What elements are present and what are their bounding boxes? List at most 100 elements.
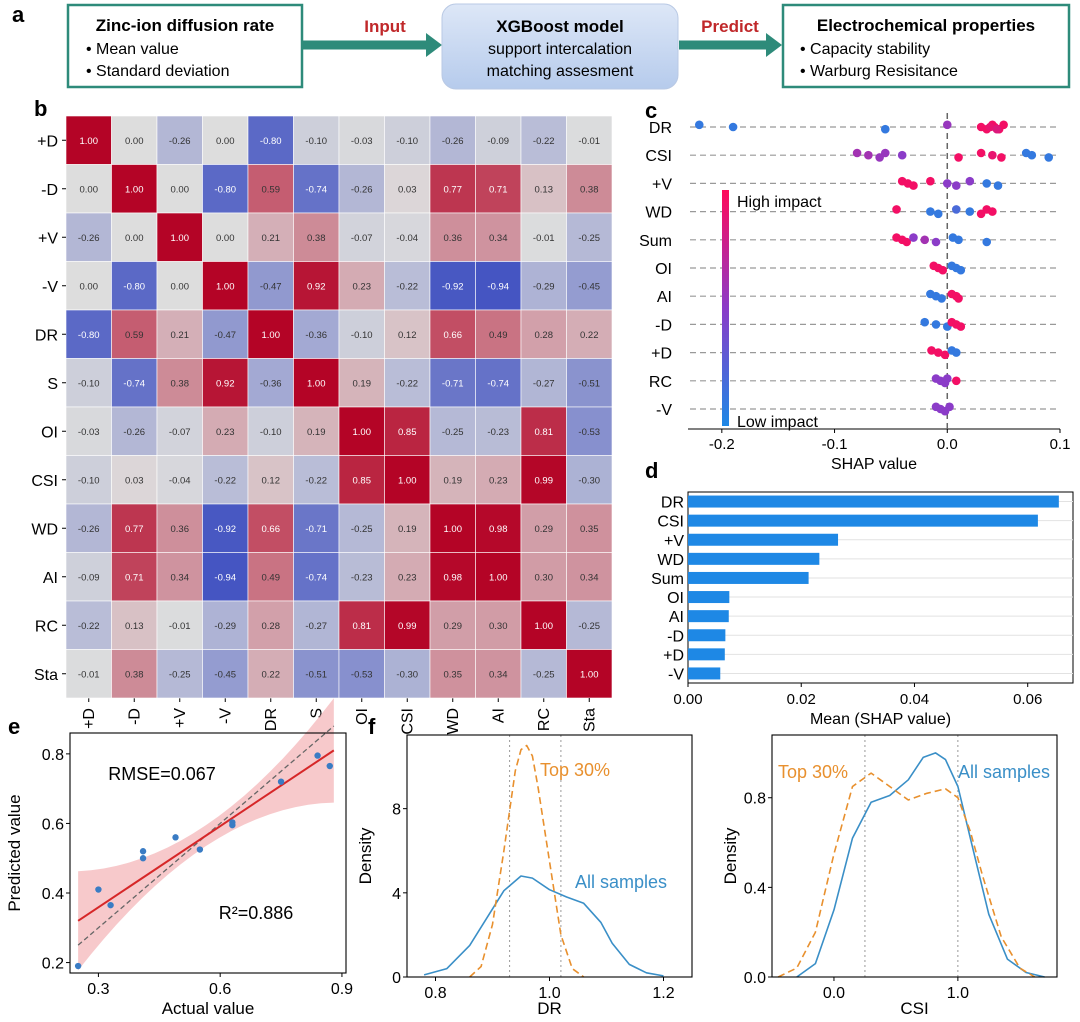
- shap-point: [954, 153, 963, 162]
- rmse-annotation: RMSE=0.067: [108, 764, 216, 784]
- heatmap-cell-value: -0.92: [214, 524, 236, 535]
- heatmap-cell-value: -0.07: [351, 233, 373, 244]
- all-samples-series-label: All samples: [575, 872, 667, 892]
- bar-category-label: CSI: [657, 514, 684, 531]
- data-point: [196, 846, 204, 853]
- heatmap-cell-value: 0.00: [216, 233, 235, 244]
- heatmap-cell: [475, 115, 522, 165]
- shap-point: [951, 348, 961, 357]
- heatmap-cell-value: 0.71: [489, 184, 508, 195]
- regression-x-tick-label: 0.3: [87, 981, 109, 998]
- heatmap-cell: [65, 455, 112, 505]
- shap-point: [956, 265, 966, 275]
- panel-label-f: f: [368, 714, 376, 739]
- heatmap-cell-value: -0.30: [396, 669, 418, 680]
- heatmap-cell-value: 0.22: [580, 330, 599, 341]
- heatmap-cell-value: -0.36: [260, 378, 282, 389]
- heatmap-cell-value: 0.13: [125, 621, 144, 632]
- heatmap-cell-value: 0.19: [353, 378, 372, 389]
- heatmap-col-label: +D: [81, 708, 98, 729]
- panel-label-c: c: [645, 98, 657, 123]
- heatmap-cell-value: 0.21: [171, 330, 190, 341]
- heatmap-cell-value: -0.01: [578, 136, 600, 147]
- heatmap-cell-value: -0.74: [487, 378, 509, 389]
- input-arrow-label: Input: [364, 17, 406, 36]
- heatmap-cell: [111, 552, 158, 602]
- density-x-tick-label: 1.0: [947, 985, 969, 1002]
- heatmap-col-label: -V: [217, 708, 234, 724]
- bar-x-tick-label: 0.06: [1013, 691, 1042, 708]
- density-y-tick-label: 4: [392, 886, 401, 903]
- flow-diagram: Zinc-ion diffusion rate • Mean value • S…: [66, 3, 1071, 90]
- density-x-tick-label: 1.2: [652, 985, 674, 1002]
- density-x-tick-label: 0.8: [424, 985, 446, 1002]
- heatmap-cell: [384, 406, 431, 456]
- data-point: [107, 901, 114, 909]
- csi-density-plot: All samples Top 30% 0.0 1.0 0.0 0.4 0.8 CSI Dens…: [721, 734, 1058, 1018]
- bar-category-label: OI: [667, 590, 684, 607]
- heatmap-cell: [429, 358, 476, 408]
- shap-colorbar-low-label: Low impact: [737, 414, 818, 431]
- heatmap-cell-value: 1.00: [262, 330, 281, 341]
- heatmap-cell-value: -0.26: [442, 136, 464, 147]
- density-x-axis-label: DR: [537, 999, 562, 1018]
- regression-y-tick-label: 0.4: [42, 886, 64, 903]
- data-point: [95, 886, 102, 893]
- heatmap-row-label: OI: [41, 424, 58, 441]
- heatmap-cell: [384, 261, 431, 311]
- shap-feature-label: +D: [651, 346, 672, 363]
- heatmap-cell: [247, 261, 294, 311]
- heatmap-cell-value: -0.22: [305, 475, 327, 486]
- shap-point: [920, 235, 930, 245]
- heatmap-cell-value: -0.26: [169, 136, 191, 147]
- heatmap-cell: [156, 164, 203, 214]
- heatmap-cell: [384, 164, 431, 214]
- heatmap-cell-value: -0.27: [305, 621, 327, 632]
- heatmap-cell-value: -0.01: [533, 233, 555, 244]
- heatmap-cell-value: 1.00: [171, 233, 190, 244]
- shap-feature-label: AI: [657, 289, 672, 306]
- shap-point: [951, 205, 961, 214]
- shap-point: [988, 207, 997, 216]
- heatmap-cell: [202, 164, 249, 214]
- heatmap-cell-value: -0.10: [305, 136, 327, 147]
- regression-x-axis-label: Actual value: [162, 999, 255, 1018]
- heatmap-cell: [338, 309, 385, 359]
- heatmap-cell-value: 0.35: [444, 669, 463, 680]
- heatmap-cell: [475, 261, 522, 311]
- heatmap-cell: [111, 358, 158, 408]
- heatmap-cell: [475, 503, 522, 553]
- heatmap-cell-value: -0.01: [78, 669, 100, 680]
- heatmap-cell: [293, 358, 340, 408]
- shap-x-tick-label: -0.1: [822, 436, 848, 453]
- heatmap-col-label: Sta: [581, 708, 598, 732]
- heatmap-cell: [429, 552, 476, 602]
- model-box-line-1: support intercalation: [488, 41, 632, 58]
- shap-point: [852, 148, 862, 158]
- shap-point: [880, 148, 890, 158]
- density-frame: [771, 734, 1058, 978]
- heatmap-row-label: +V: [38, 230, 58, 247]
- heatmap-cell-value: 0.92: [307, 281, 326, 292]
- importance-bar: [688, 533, 839, 546]
- heatmap-cell-value: 0.36: [171, 524, 190, 535]
- shap-point: [1027, 150, 1037, 160]
- confidence-band: [78, 698, 334, 971]
- heatmap-cell-value: 0.23: [216, 427, 235, 438]
- heatmap-cell-value: -0.47: [260, 281, 282, 292]
- heatmap-cell-value: 0.99: [398, 621, 417, 632]
- heatmap-cell: [566, 164, 613, 214]
- shap-point: [965, 176, 975, 186]
- heatmap-cell-value: 0.00: [125, 136, 144, 147]
- heatmap-cell-value: 0.19: [398, 524, 417, 535]
- shap-point: [933, 209, 943, 219]
- heatmap-cell-value: 0.98: [444, 572, 463, 583]
- heatmap-cell-value: 0.34: [171, 572, 190, 583]
- heatmap-cell-value: -0.25: [533, 669, 555, 680]
- heatmap-cell: [520, 115, 567, 165]
- heatmap-cell: [566, 649, 613, 699]
- heatmap-cell: [429, 212, 476, 262]
- heatmap-cell: [202, 358, 249, 408]
- heatmap-cell-value: -0.51: [305, 669, 327, 680]
- output-box: [781, 3, 1071, 89]
